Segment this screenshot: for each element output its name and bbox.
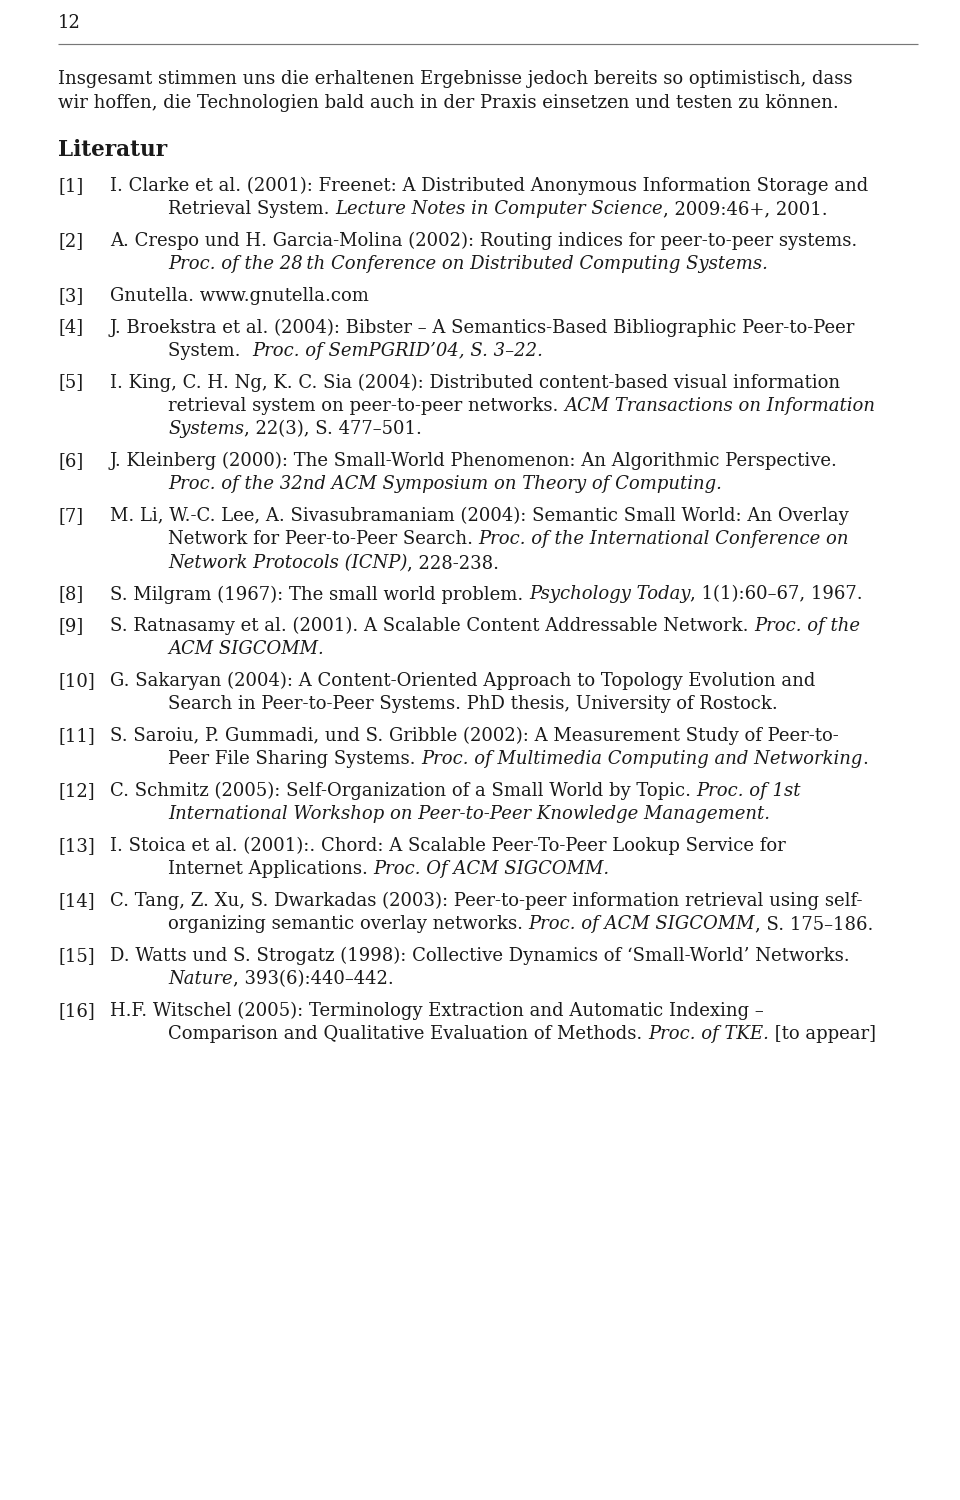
Text: Lecture Notes in Computer Science: Lecture Notes in Computer Science xyxy=(335,201,662,219)
Text: organizing semantic overlay networks.: organizing semantic overlay networks. xyxy=(145,915,529,933)
Text: [6]: [6] xyxy=(58,452,84,470)
Text: Proc. of ACM SIGCOMM: Proc. of ACM SIGCOMM xyxy=(529,915,756,933)
Text: [1]: [1] xyxy=(58,177,84,195)
Text: Proc. of the: Proc. of the xyxy=(755,616,860,634)
Text: D. Watts und S. Strogatz (1998): Collective Dynamics of ‘Small-World’ Networks.: D. Watts und S. Strogatz (1998): Collect… xyxy=(110,946,850,964)
Text: [7]: [7] xyxy=(58,507,84,525)
Text: Proc. Of ACM SIGCOMM.: Proc. Of ACM SIGCOMM. xyxy=(373,861,610,879)
Text: Proc. of Multimedia Computing and Networking: Proc. of Multimedia Computing and Networ… xyxy=(421,750,863,768)
Text: [10]: [10] xyxy=(58,672,95,690)
Text: C. Schmitz (2005): Self-Organization of a Small World by Topic.: C. Schmitz (2005): Self-Organization of … xyxy=(110,782,697,800)
Text: retrieval system on peer-to-peer networks.: retrieval system on peer-to-peer network… xyxy=(145,398,564,416)
Text: Psychology Today: Psychology Today xyxy=(529,585,690,603)
Text: Peer File Sharing Systems.: Peer File Sharing Systems. xyxy=(145,750,421,768)
Text: , S. 175–186.: , S. 175–186. xyxy=(756,915,874,933)
Text: Literatur: Literatur xyxy=(58,140,167,162)
Text: G. Sakaryan (2004): A Content-Oriented Approach to Topology Evolution and: G. Sakaryan (2004): A Content-Oriented A… xyxy=(110,672,815,690)
Text: Comparison and Qualitative Evaluation of Methods.: Comparison and Qualitative Evaluation of… xyxy=(145,1026,648,1044)
Text: , 22(3), S. 477–501.: , 22(3), S. 477–501. xyxy=(244,420,421,438)
Text: [15]: [15] xyxy=(58,946,95,964)
Text: H.F. Witschel (2005): Terminology Extraction and Automatic Indexing –: H.F. Witschel (2005): Terminology Extrac… xyxy=(110,1002,764,1020)
Text: S. Saroiu, P. Gummadi, und S. Gribble (2002): A Measurement Study of Peer-to-: S. Saroiu, P. Gummadi, und S. Gribble (2… xyxy=(110,728,839,746)
Text: [12]: [12] xyxy=(58,782,95,800)
Text: Proc. of the International Conference on: Proc. of the International Conference on xyxy=(479,531,850,549)
Text: [9]: [9] xyxy=(58,616,84,634)
Text: [2]: [2] xyxy=(58,232,84,250)
Text: S. Ratnasamy et al. (2001). A Scalable Content Addressable Network.: S. Ratnasamy et al. (2001). A Scalable C… xyxy=(110,616,755,634)
Text: [14]: [14] xyxy=(58,892,95,910)
Text: C. Tang, Z. Xu, S. Dwarkadas (2003): Peer-to-peer information retrieval using se: C. Tang, Z. Xu, S. Dwarkadas (2003): Pee… xyxy=(110,892,862,910)
Text: Proc. of 1st: Proc. of 1st xyxy=(697,782,802,800)
Text: Insgesamt stimmen uns die erhaltenen Ergebnisse jedoch bereits so optimistisch, : Insgesamt stimmen uns die erhaltenen Erg… xyxy=(58,70,852,88)
Text: .: . xyxy=(863,750,869,768)
Text: [16]: [16] xyxy=(58,1002,95,1020)
Text: S. Milgram (1967): The small world problem.: S. Milgram (1967): The small world probl… xyxy=(110,585,529,603)
Text: Gnutella. www.gnutella.com: Gnutella. www.gnutella.com xyxy=(110,286,369,304)
Text: [to appear]: [to appear] xyxy=(769,1026,876,1044)
Text: [4]: [4] xyxy=(58,318,84,336)
Text: [3]: [3] xyxy=(58,286,84,304)
Text: I. Stoica et al. (2001):. Chord: A Scalable Peer-To-Peer Lookup Service for: I. Stoica et al. (2001):. Chord: A Scala… xyxy=(110,837,785,855)
Text: Proc. of the 32nd ACM Symposium on Theory of Computing.: Proc. of the 32nd ACM Symposium on Theor… xyxy=(168,476,722,494)
Text: Network Protocols (ICNP): Network Protocols (ICNP) xyxy=(168,554,407,572)
Text: J. Kleinberg (2000): The Small-World Phenomenon: An Algorithmic Perspective.: J. Kleinberg (2000): The Small-World Phe… xyxy=(110,452,838,470)
Text: I. Clarke et al. (2001): Freenet: A Distributed Anonymous Information Storage an: I. Clarke et al. (2001): Freenet: A Dist… xyxy=(110,177,868,195)
Text: International Workshop on Peer-to-Peer Knowledge Management.: International Workshop on Peer-to-Peer K… xyxy=(168,806,770,824)
Text: Search in Peer-to-Peer Systems. PhD thesis, University of Rostock.: Search in Peer-to-Peer Systems. PhD thes… xyxy=(145,696,778,714)
Text: [5]: [5] xyxy=(58,374,84,392)
Text: 12: 12 xyxy=(58,13,81,32)
Text: Internet Applications.: Internet Applications. xyxy=(145,861,373,879)
Text: I. King, C. H. Ng, K. C. Sia (2004): Distributed content-based visual informatio: I. King, C. H. Ng, K. C. Sia (2004): Dis… xyxy=(110,374,840,392)
Text: ACM Transactions on Information: ACM Transactions on Information xyxy=(564,398,876,416)
Text: , 228-238.: , 228-238. xyxy=(407,554,499,572)
Text: [11]: [11] xyxy=(58,728,95,746)
Text: Systems: Systems xyxy=(168,420,244,438)
Text: , 393(6):440–442.: , 393(6):440–442. xyxy=(232,970,394,988)
Text: , 1(1):60–67, 1967.: , 1(1):60–67, 1967. xyxy=(690,585,863,603)
Text: ACM SIGCOMM.: ACM SIGCOMM. xyxy=(168,640,324,658)
Text: Network for Peer-to-Peer Search.: Network for Peer-to-Peer Search. xyxy=(145,531,479,549)
Text: , 2009:46+, 2001.: , 2009:46+, 2001. xyxy=(662,201,828,219)
Text: System.: System. xyxy=(145,342,252,360)
Text: Retrieval System.: Retrieval System. xyxy=(145,201,335,219)
Text: [8]: [8] xyxy=(58,585,84,603)
Text: Proc. of TKE.: Proc. of TKE. xyxy=(648,1026,769,1044)
Text: Proc. of SemPGRID’04, S. 3–22.: Proc. of SemPGRID’04, S. 3–22. xyxy=(252,342,542,360)
Text: Proc. of the 28 th Conference on Distributed Computing Systems.: Proc. of the 28 th Conference on Distrib… xyxy=(168,255,768,273)
Text: [13]: [13] xyxy=(58,837,95,855)
Text: wir hoffen, die Technologien bald auch in der Praxis einsetzen und testen zu kön: wir hoffen, die Technologien bald auch i… xyxy=(58,93,839,111)
Text: M. Li, W.-C. Lee, A. Sivasubramaniam (2004): Semantic Small World: An Overlay: M. Li, W.-C. Lee, A. Sivasubramaniam (20… xyxy=(110,507,849,525)
Text: A. Crespo und H. Garcia-Molina (2002): Routing indices for peer-to-peer systems.: A. Crespo und H. Garcia-Molina (2002): R… xyxy=(110,232,857,250)
Text: J. Broekstra et al. (2004): Bibster – A Semantics-Based Bibliographic Peer-to-Pe: J. Broekstra et al. (2004): Bibster – A … xyxy=(110,318,855,336)
Text: Nature: Nature xyxy=(168,970,232,988)
